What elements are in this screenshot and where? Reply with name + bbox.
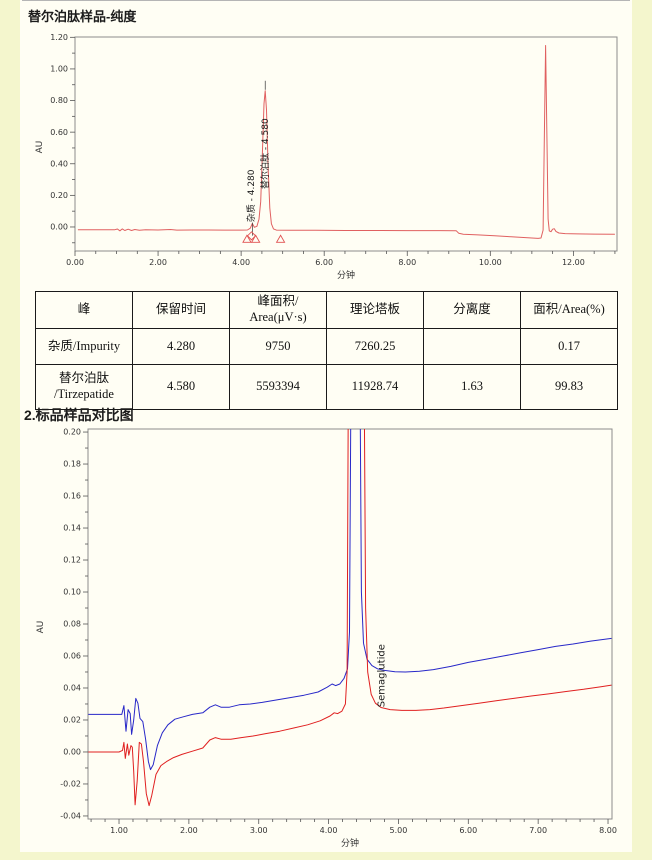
svg-text:8.00: 8.00: [398, 258, 416, 267]
document-content: 11 替尔泊肽样品-纯度 0.00 2.00 4.00 6.00 8.00 10.00 12…: [20, 0, 632, 852]
svg-text:0.60: 0.60: [50, 128, 68, 137]
axis-tick-labels: 1.00 2.00 3.00 4.00 5.00 6.00 7.00 8.00 -0.04 -0.…: [60, 428, 617, 835]
svg-text:7.00: 7.00: [529, 826, 547, 835]
table-cell: 9750: [229, 328, 327, 365]
table-cell: 4.580: [132, 364, 230, 410]
svg-text:1.00: 1.00: [50, 65, 68, 74]
comparison-chromatogram: 1.00 2.00 3.00 4.00 5.00 6.00 7.00 8.00 -0.04 -0.…: [36, 428, 617, 849]
table-header: 峰保留时间 峰面积/ Area(μV·s) 理论塔板 分离度 面积/Area(%): [35, 291, 618, 329]
top-divider-line: [22, 0, 630, 1]
svg-text:0.02: 0.02: [63, 716, 81, 725]
table-body: 杂质/Impurity 4.280 9750 7260.25 0.17 替尔泊肽 /Tir…: [35, 328, 618, 410]
svg-text:10.00: 10.00: [479, 258, 502, 267]
axis-ticks: [70, 36, 616, 256]
peak-annotation: 替尔泊肽 - 4.580: [259, 118, 271, 189]
table-cell: 5593394: [229, 364, 327, 410]
table-cell: 7260.25: [326, 328, 424, 365]
x-axis-label: 分钟: [337, 269, 355, 281]
svg-text:0.00: 0.00: [63, 748, 81, 757]
svg-text:0.00: 0.00: [66, 258, 84, 267]
svg-text:0.18: 0.18: [63, 460, 81, 469]
svg-text:12.00: 12.00: [562, 258, 585, 267]
svg-text:1.00: 1.00: [110, 826, 128, 835]
table-cell: 99.83: [520, 364, 618, 410]
table-cell: 11928.74: [326, 364, 424, 410]
svg-text:0.08: 0.08: [63, 620, 81, 629]
svg-text:0.00: 0.00: [50, 223, 68, 232]
table-cell: 替尔泊肽 /Tirzepatide: [35, 364, 133, 410]
svg-text:0.80: 0.80: [50, 96, 68, 105]
axis-ticks: [83, 431, 609, 824]
svg-text:6.00: 6.00: [315, 258, 333, 267]
svg-text:0.40: 0.40: [50, 159, 68, 168]
table-cell: 1.63: [423, 364, 521, 410]
table-header-cell: 峰: [35, 291, 133, 329]
trace-group: [88, 429, 612, 807]
table-header-cell: 分离度: [423, 291, 521, 329]
svg-text:8.00: 8.00: [599, 826, 617, 835]
y-axis-label: AU: [36, 621, 46, 634]
svg-text:-0.02: -0.02: [60, 780, 81, 789]
peak-annotation: Semaglutide: [376, 644, 387, 707]
plot-frame: [74, 36, 618, 252]
svg-text:0.12: 0.12: [63, 556, 81, 565]
table-row: 杂质/Impurity 4.280 9750 7260.25 0.17: [35, 328, 618, 365]
trace-group: [77, 45, 615, 239]
svg-text:0.04: 0.04: [63, 684, 81, 693]
table-cell: 4.280: [132, 328, 230, 365]
svg-text:0.20: 0.20: [50, 191, 68, 200]
svg-text:0.16: 0.16: [63, 492, 81, 501]
table-header-cell: 面积/Area(%): [520, 291, 618, 329]
svg-text:1.20: 1.20: [50, 33, 68, 42]
table-cell: 0.17: [520, 328, 618, 365]
table-cell: [423, 328, 521, 365]
svg-text:3.00: 3.00: [250, 826, 268, 835]
y-axis-label: AU: [35, 141, 45, 154]
svg-text:4.00: 4.00: [232, 258, 250, 267]
integration-markers: [242, 231, 286, 243]
svg-text:6.00: 6.00: [459, 826, 477, 835]
chromatogram-trace: [88, 429, 612, 771]
svg-text:0.14: 0.14: [63, 524, 81, 533]
peak-results-table: 峰保留时间 峰面积/ Area(μV·s) 理论塔板 分离度 面积/Area(%) 杂质…: [35, 291, 618, 410]
section-title-purity: 替尔泊肽样品-纯度: [28, 9, 137, 24]
peak-annotation: 杂质 - 4.280: [245, 169, 257, 222]
axis-tick-labels: 0.00 2.00 4.00 6.00 8.00 10.00 12.00 0.00 0.20 0.…: [50, 33, 585, 267]
svg-text:4.00: 4.00: [320, 826, 338, 835]
page-number-fragment: 11: [586, 0, 616, 3]
svg-text:0.06: 0.06: [63, 652, 81, 661]
table-header-cell: 峰面积/ Area(μV·s): [229, 291, 327, 329]
chromatogram-trace: [88, 429, 612, 807]
chromatogram-trace: [77, 45, 615, 239]
table-header-cell: 保留时间: [132, 291, 230, 329]
table-cell: 杂质/Impurity: [35, 328, 133, 365]
purity-chromatogram: 0.00 2.00 4.00 6.00 8.00 10.00 12.00 0.00 0.20 0.…: [35, 33, 618, 281]
x-axis-label: 分钟: [341, 837, 359, 849]
svg-text:2.00: 2.00: [149, 258, 167, 267]
svg-text:-0.04: -0.04: [60, 812, 81, 821]
svg-text:2.00: 2.00: [180, 826, 198, 835]
table-header-cell: 理论塔板: [326, 291, 424, 329]
svg-text:5.00: 5.00: [390, 826, 408, 835]
section-title-comparison: 2.标品样品对比图: [24, 407, 134, 423]
svg-text:0.10: 0.10: [63, 588, 81, 597]
table-row: 替尔泊肽 /Tirzepatide 4.580 5593394 11928.74 1.6…: [35, 364, 618, 410]
svg-text:0.20: 0.20: [63, 428, 81, 437]
